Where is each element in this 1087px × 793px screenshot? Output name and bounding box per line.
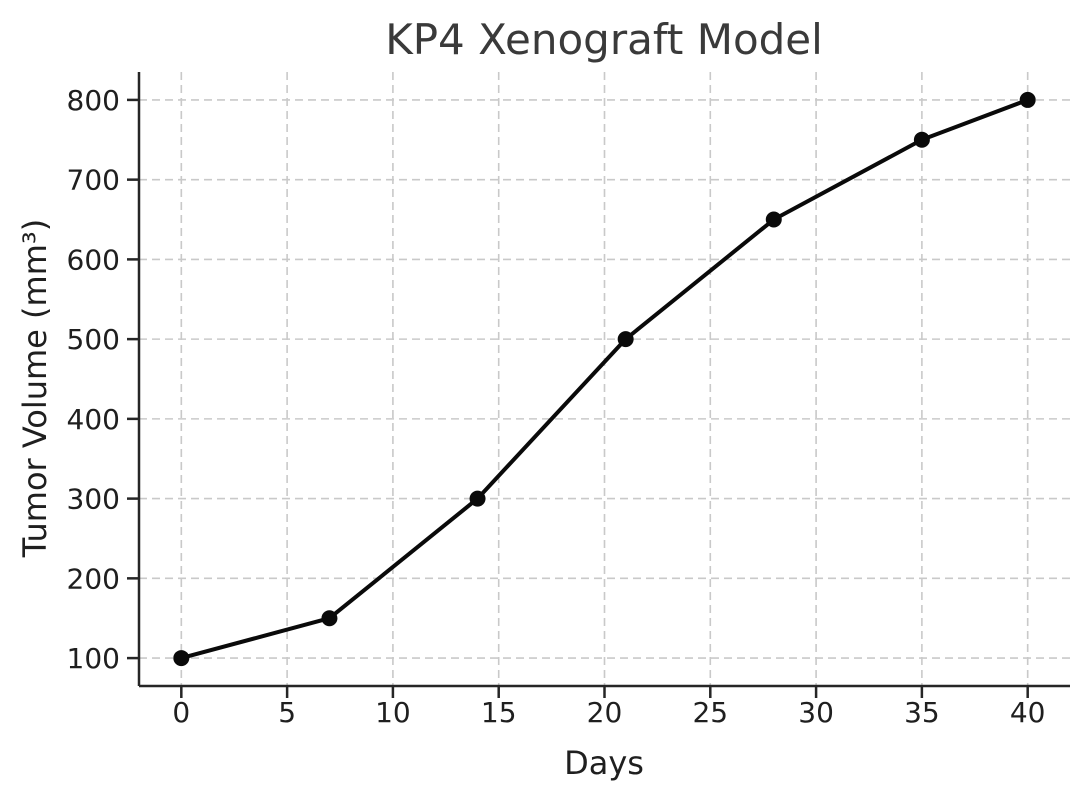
chart-title: KP4 Xenograft Model <box>385 15 823 64</box>
x-tick-label: 0 <box>172 696 190 729</box>
data-point-marker <box>321 610 338 627</box>
y-axis-label: Tumor Volume (mm³) <box>16 219 54 558</box>
data-point-marker <box>617 331 634 348</box>
x-tick-label: 30 <box>798 696 834 729</box>
grid-layer <box>139 72 1070 686</box>
y-tick-label: 700 <box>67 164 120 197</box>
data-point-marker <box>469 490 486 507</box>
x-axis-label: Days <box>564 744 644 782</box>
data-point-marker <box>913 131 930 148</box>
x-tick-label: 40 <box>1010 696 1046 729</box>
data-point-marker <box>1019 91 1036 108</box>
x-tick-label: 5 <box>278 696 296 729</box>
data-point-marker <box>173 650 190 667</box>
y-tick-label: 100 <box>67 642 120 675</box>
x-tick-label: 10 <box>375 696 411 729</box>
y-tick-label: 500 <box>67 323 120 356</box>
data-point-marker <box>765 211 782 228</box>
y-tick-label: 800 <box>67 84 120 117</box>
x-tick-label: 35 <box>904 696 940 729</box>
y-tick-label: 400 <box>67 403 120 436</box>
y-tick-label: 600 <box>67 243 120 276</box>
x-tick-label: 25 <box>692 696 728 729</box>
tick-label-layer: 0 5 10 15 20 25 30 35 40 100 200 300 400 500 600 700 800 <box>67 84 1046 729</box>
y-tick-label: 300 <box>67 483 120 516</box>
x-tick-label: 20 <box>587 696 623 729</box>
x-tick-label: 15 <box>481 696 517 729</box>
y-tick-label: 200 <box>67 562 120 595</box>
axes-layer <box>127 72 1070 698</box>
data-series-layer <box>173 91 1036 667</box>
